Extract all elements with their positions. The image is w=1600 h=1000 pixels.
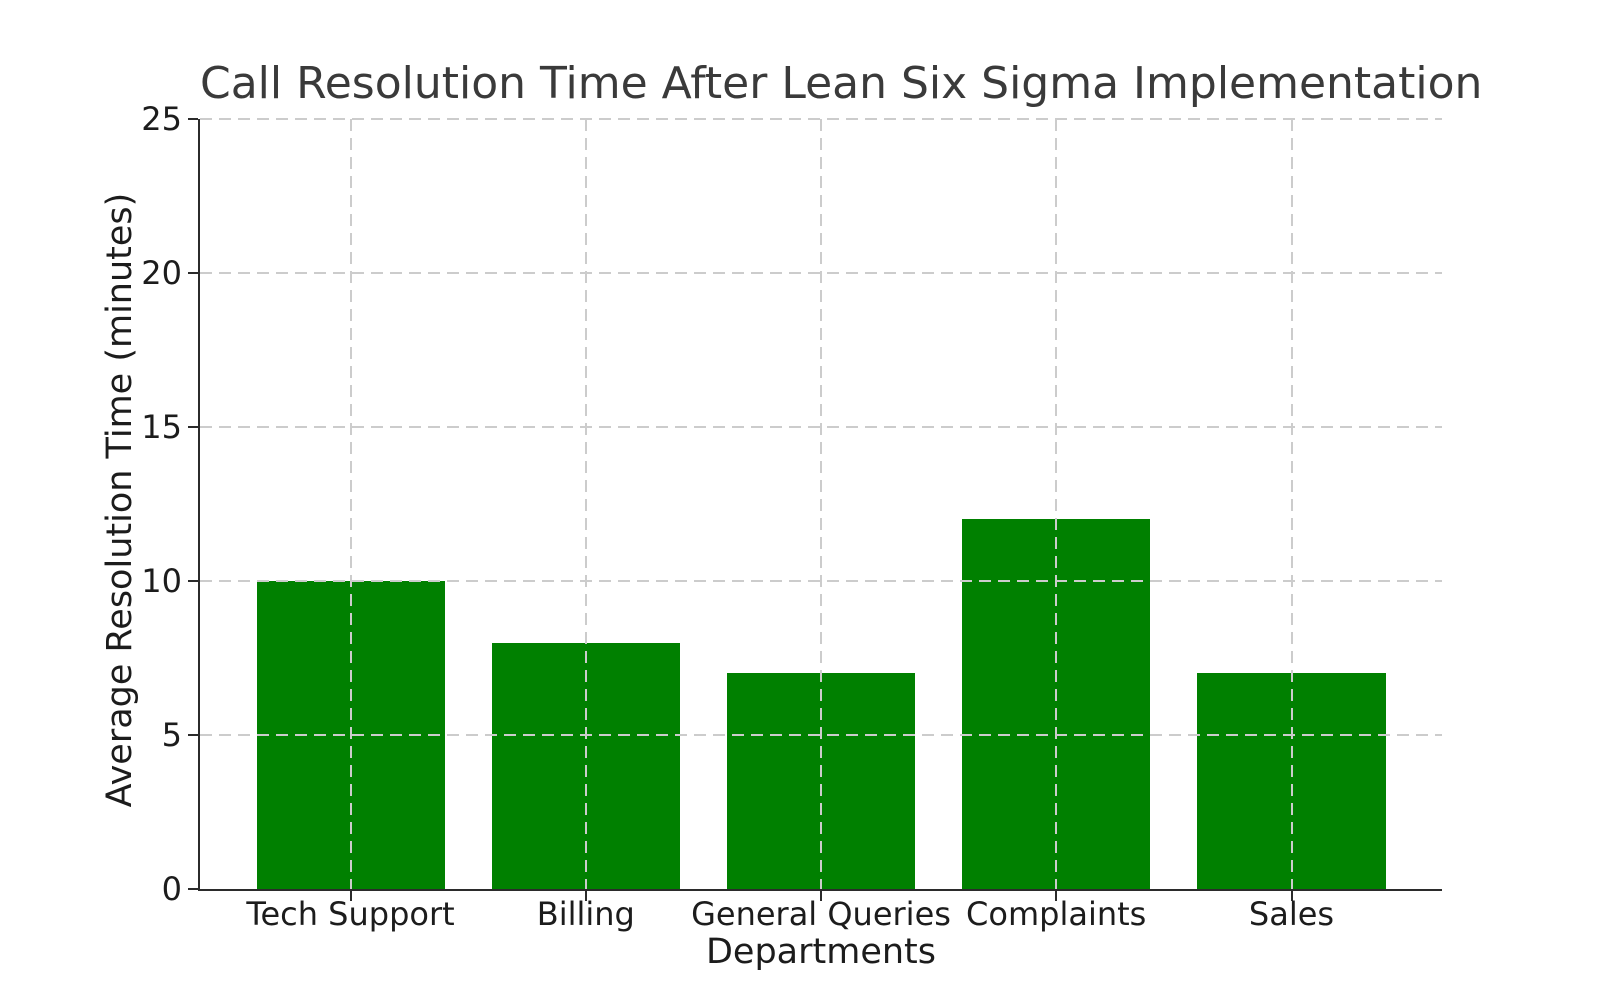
plot-area [198,118,1442,891]
x-axis-label: Departments [705,932,937,972]
gridline-v-tech-support [349,119,352,889]
gridline-v-sales [1290,119,1293,889]
y-tick-label-20: 20 [141,254,182,292]
x-tick-label-tech-support: Tech Support [246,895,455,933]
x-tick-mark-billing [584,891,587,901]
x-tick-mark-complaints [1055,891,1058,901]
gridline-v-general-queries [820,119,822,889]
y-tick-label-10: 10 [141,562,182,600]
y-tick-mark-15 [188,426,198,428]
x-tick-label-general-queries: General Queries [691,895,951,933]
y-tick-mark-10 [188,580,198,582]
y-tick-label-25: 25 [141,100,182,138]
y-tick-label-0: 0 [161,870,182,908]
chart-title: Call Resolution Time After Lean Six Sigm… [200,58,1483,109]
gridline-v-billing [584,119,587,889]
y-tick-mark-25 [188,118,198,120]
x-tick-mark-tech-support [349,891,352,901]
y-tick-label-5: 5 [161,716,182,754]
y-tick-mark-20 [188,272,198,274]
y-tick-mark-5 [188,734,198,736]
x-tick-label-billing: Billing [536,895,635,933]
x-tick-label-sales: Sales [1248,895,1335,933]
x-tick-label-complaints: Complaints [966,895,1147,933]
y-tick-label-15: 15 [141,408,182,446]
x-tick-mark-general-queries [820,891,822,901]
gridline-v-complaints [1055,119,1058,889]
x-tick-mark-sales [1290,891,1293,901]
y-tick-mark-0 [188,888,198,890]
